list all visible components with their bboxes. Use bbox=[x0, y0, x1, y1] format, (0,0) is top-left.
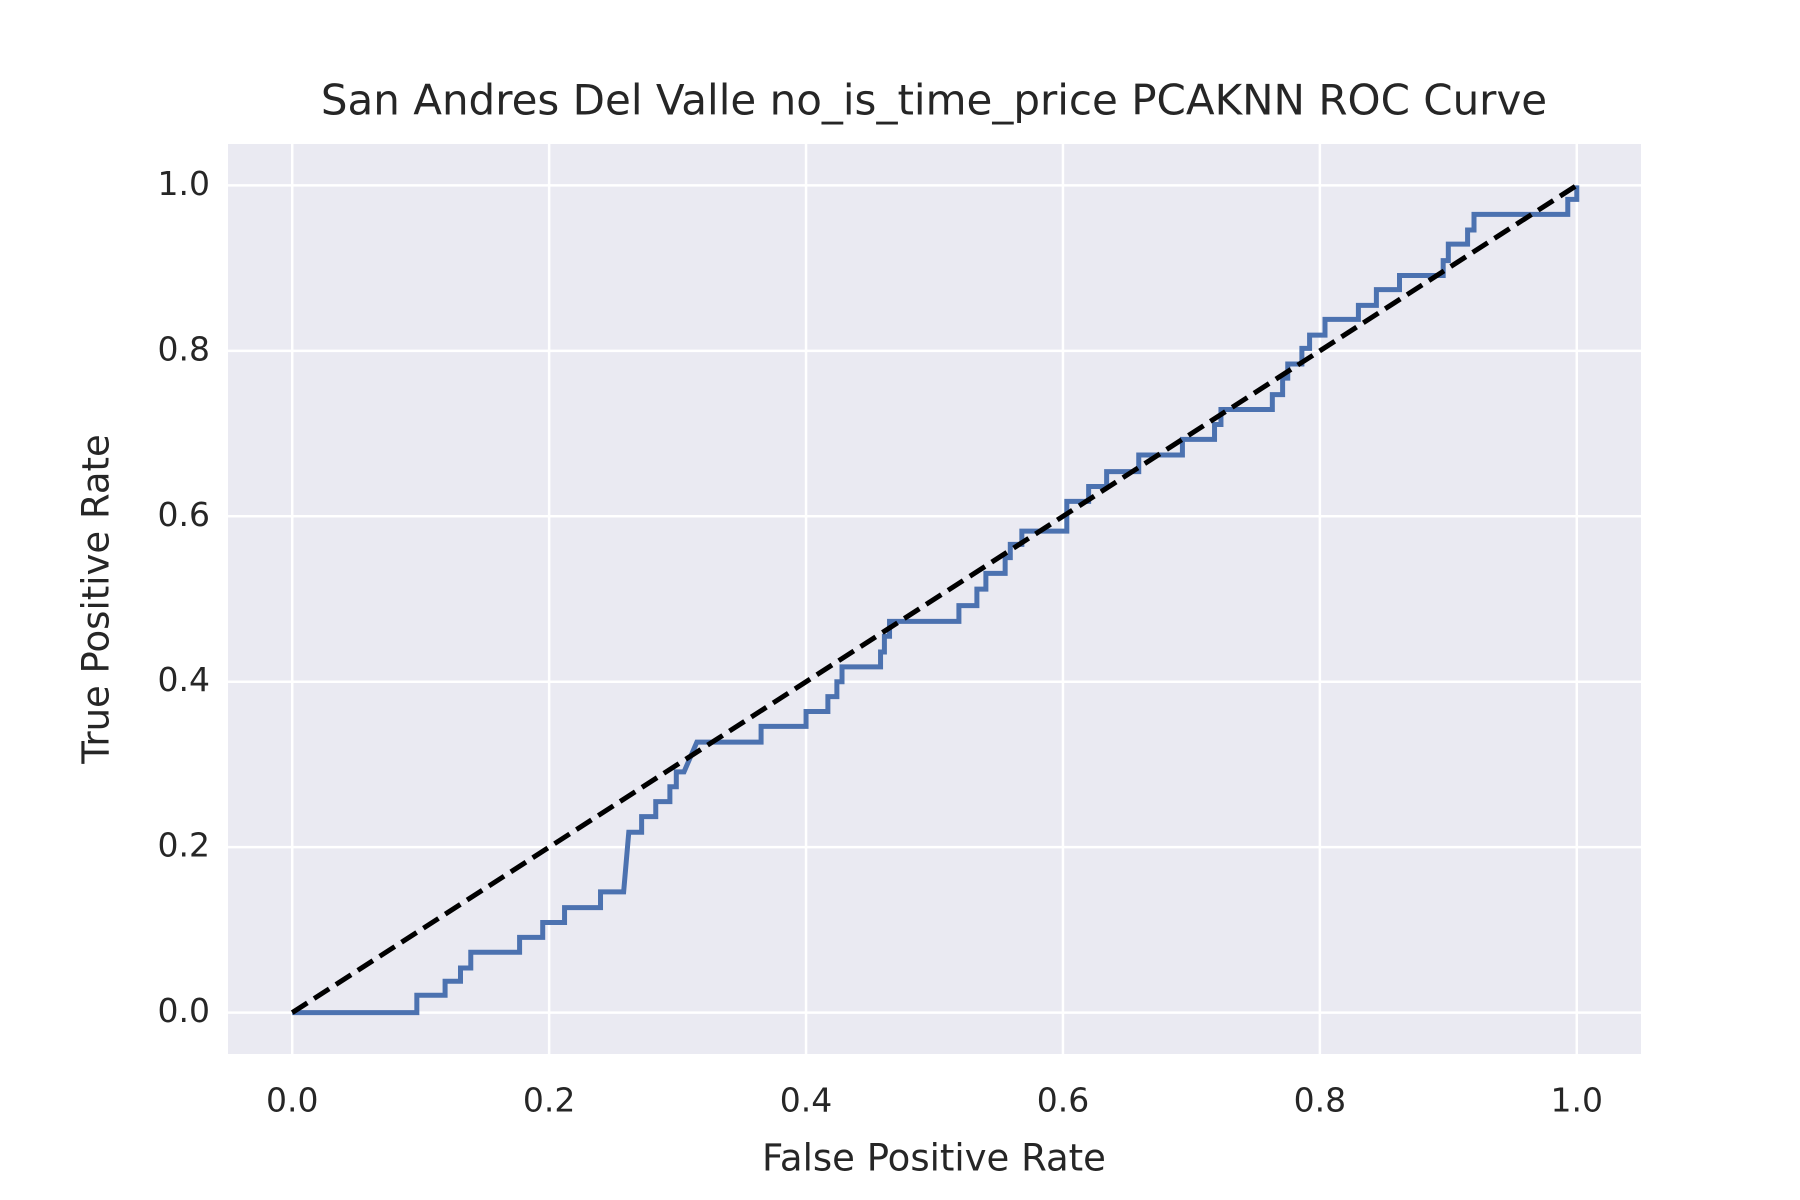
x-tick-label: 0.0 bbox=[266, 1081, 318, 1120]
diagonal-line bbox=[290, 183, 1579, 1015]
x-tick-label: 0.6 bbox=[1037, 1081, 1089, 1120]
x-tick-label: 1.0 bbox=[1551, 1081, 1603, 1120]
roc-line bbox=[292, 185, 1580, 1016]
x-tick-label: 0.4 bbox=[780, 1081, 832, 1120]
y-tick-label: 0.6 bbox=[158, 495, 210, 534]
y-tick-label: 0.4 bbox=[158, 660, 210, 699]
x-axis-label: False Positive Rate bbox=[762, 1137, 1106, 1180]
y-tick-label: 0.2 bbox=[158, 826, 210, 865]
chart-title: San Andres Del Valle no_is_time_price PC… bbox=[321, 76, 1547, 125]
y-tick-label: 0.8 bbox=[158, 329, 210, 368]
y-tick-label: 1.0 bbox=[158, 164, 210, 203]
x-tick-label: 0.2 bbox=[523, 1081, 575, 1120]
y-axis-label: True Positive Rate bbox=[75, 434, 118, 765]
x-tick-label: 0.8 bbox=[1294, 1081, 1346, 1120]
y-tick-label: 0.0 bbox=[158, 991, 210, 1030]
